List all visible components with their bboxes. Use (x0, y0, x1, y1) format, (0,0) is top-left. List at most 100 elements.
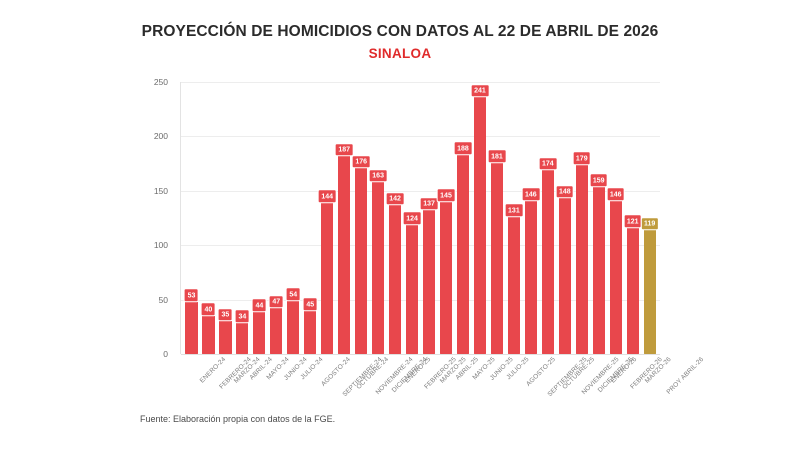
bar-value-label: 181 (487, 149, 507, 163)
data-bar[interactable]: 241 (470, 84, 490, 354)
bar-slot: 121 (623, 82, 642, 354)
bar-series: 53 40 35 34 44 47 54 45 144 187 176 163 142 124 137 145… (180, 82, 660, 354)
data-bar[interactable]: 181 (487, 149, 507, 354)
gridline (181, 354, 660, 355)
data-bar[interactable]: 144 (317, 189, 337, 354)
gridline (181, 136, 660, 138)
bar-value-label: 188 (453, 141, 473, 156)
bar-value-label: 176 (351, 154, 371, 169)
data-bar[interactable]: 40 (201, 302, 216, 354)
bar-slot: 181 (487, 82, 507, 354)
y-axis-tick: 150 (153, 185, 168, 196)
gridline (181, 82, 660, 83)
bar-value-label: 124 (402, 211, 422, 225)
data-bar[interactable]: 54 (285, 287, 301, 354)
data-bar[interactable]: 124 (402, 211, 422, 354)
bar-slot: 34 (234, 82, 251, 354)
data-bar[interactable]: 44 (251, 298, 267, 354)
bar-value-label: 159 (589, 173, 609, 187)
gridline (181, 245, 660, 247)
data-bar[interactable]: 47 (268, 295, 284, 354)
bar-slot: 142 (385, 82, 405, 354)
bar-slot: 47 (268, 82, 285, 354)
data-bar[interactable]: 142 (385, 191, 405, 354)
bar-value-label: 137 (419, 197, 439, 211)
bar-value-label: 144 (317, 189, 337, 204)
data-bar[interactable]: 146 (521, 187, 541, 354)
bar-slot: 124 (402, 82, 422, 354)
bar-slot: 163 (368, 82, 388, 354)
bar-value-label: 34 (234, 309, 250, 323)
y-axis-tick: 250 (153, 77, 168, 87)
data-bar[interactable]: 187 (334, 142, 354, 354)
bar-value-label: 241 (470, 84, 490, 98)
gridline (181, 190, 660, 192)
page-title: PROYECCIÓN DE HOMICIDIOS CON DATOS AL 22… (141, 23, 659, 40)
bar-value-label: 45 (302, 297, 318, 311)
bar-slot: 131 (504, 82, 524, 354)
bar-value-label: 146 (521, 187, 541, 201)
gridlines (180, 82, 660, 355)
data-bar[interactable]: 45 (302, 297, 318, 354)
bar-value-label: 47 (268, 295, 284, 309)
bar-value-label: 163 (368, 168, 388, 183)
data-bar[interactable]: 176 (351, 154, 371, 354)
data-bar[interactable]: 35 (218, 308, 233, 354)
bar-slot: 144 (317, 82, 337, 354)
data-bar[interactable]: 179 (572, 151, 592, 354)
bar-value-label: 148 (555, 185, 575, 199)
bar-value-label: 54 (285, 287, 301, 301)
bar-slot: 54 (285, 82, 302, 354)
bar-slot: 148 (555, 82, 575, 354)
bar-value-label: 44 (251, 298, 267, 312)
bar-value-label: 35 (218, 308, 233, 322)
data-bar[interactable]: 148 (555, 185, 575, 354)
bar-slot: 179 (572, 82, 592, 354)
bar-value-label: 131 (504, 203, 524, 218)
bar-slot: 146 (606, 82, 626, 354)
data-bar[interactable]: 159 (589, 173, 609, 354)
gridline (181, 299, 660, 301)
bar-slot: 53 (183, 82, 200, 354)
projection-bar[interactable]: 119 (640, 216, 659, 354)
data-bar[interactable]: 163 (368, 168, 388, 354)
data-bar[interactable]: 146 (606, 187, 626, 354)
bar-value-label: 146 (606, 187, 626, 201)
bar-value-label: 121 (623, 214, 642, 229)
bar-slot: 35 (217, 82, 234, 354)
source-note: Fuente: Elaboración propia con datos de … (140, 414, 336, 424)
bar-value-label: 145 (436, 188, 456, 202)
bar-slot: 145 (436, 82, 456, 354)
bar-value-label: 119 (640, 216, 659, 231)
bar-slot: 40 (200, 82, 217, 354)
data-bar[interactable]: 174 (538, 156, 558, 354)
data-bar[interactable]: 137 (419, 197, 439, 354)
bar-value-label: 187 (334, 142, 354, 157)
data-bar[interactable]: 131 (504, 203, 524, 354)
bar-value-label: 142 (385, 191, 405, 206)
title-block: PROYECCIÓN DE HOMICIDIOS CON DATOS AL 22… (0, 22, 800, 61)
data-bar[interactable]: 53 (184, 288, 199, 354)
bar-slot: 137 (419, 82, 439, 354)
y-axis-tick: 0 (163, 349, 168, 359)
chart-subtitle: SINALOA (368, 46, 432, 62)
bar-value-label: 179 (572, 151, 592, 165)
data-bar[interactable]: 34 (234, 309, 250, 354)
data-bar[interactable]: 188 (453, 141, 473, 354)
y-axis: 0 50 100 150 200 250 (140, 77, 174, 359)
bar-slot: 44 (251, 82, 268, 354)
bar-slot: 119 (640, 82, 659, 354)
y-axis-tick: 100 (153, 240, 168, 251)
y-axis-tick: 50 (158, 294, 168, 305)
bar-slot: 187 (334, 82, 354, 354)
plot-area: 0 50 100 150 200 250 53 40 35 34 44 47 54 45 144 187 17… (140, 77, 660, 359)
bar-slot: 159 (589, 82, 609, 354)
data-bar[interactable]: 121 (623, 214, 642, 354)
bar-slot: 188 (453, 82, 473, 354)
x-axis-label: PROY ABRIL-26 (665, 356, 706, 396)
x-axis: ENERO-24 FEBRERO-24 MARZO-24 ABRIL-24 MAYO-2… (180, 354, 705, 416)
bar-value-label: 174 (538, 156, 558, 171)
data-bar[interactable]: 145 (436, 188, 456, 354)
bar-slot: 45 (302, 82, 319, 354)
